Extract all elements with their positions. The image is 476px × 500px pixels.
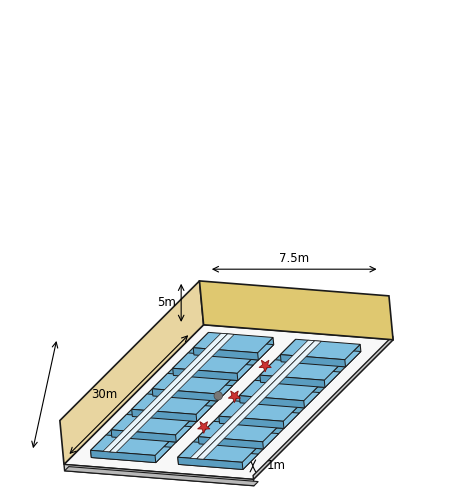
Polygon shape bbox=[178, 457, 242, 469]
Polygon shape bbox=[172, 353, 252, 374]
Text: 7.5m: 7.5m bbox=[278, 252, 308, 264]
Polygon shape bbox=[190, 340, 308, 466]
Polygon shape bbox=[199, 281, 392, 340]
Polygon shape bbox=[90, 435, 170, 456]
Polygon shape bbox=[132, 401, 212, 421]
Polygon shape bbox=[253, 336, 392, 480]
Polygon shape bbox=[259, 375, 324, 388]
Text: 5m: 5m bbox=[157, 296, 175, 310]
Polygon shape bbox=[111, 430, 176, 442]
Polygon shape bbox=[64, 466, 258, 485]
Polygon shape bbox=[131, 410, 197, 422]
Polygon shape bbox=[259, 360, 339, 380]
Polygon shape bbox=[152, 380, 232, 401]
Polygon shape bbox=[60, 281, 203, 464]
Polygon shape bbox=[193, 332, 272, 353]
Polygon shape bbox=[239, 396, 304, 408]
Polygon shape bbox=[155, 338, 273, 462]
Polygon shape bbox=[131, 394, 211, 414]
Polygon shape bbox=[109, 334, 234, 452]
Polygon shape bbox=[228, 391, 240, 402]
Polygon shape bbox=[219, 408, 298, 428]
Polygon shape bbox=[90, 450, 155, 462]
Polygon shape bbox=[178, 442, 257, 462]
Polygon shape bbox=[178, 449, 258, 469]
Polygon shape bbox=[194, 340, 273, 360]
Polygon shape bbox=[196, 340, 321, 459]
Polygon shape bbox=[178, 340, 296, 464]
Polygon shape bbox=[172, 368, 238, 380]
Polygon shape bbox=[218, 416, 283, 428]
Polygon shape bbox=[197, 422, 209, 434]
Polygon shape bbox=[242, 344, 360, 470]
Text: 1m: 1m bbox=[266, 460, 285, 472]
Polygon shape bbox=[173, 360, 253, 380]
Polygon shape bbox=[239, 388, 319, 408]
Polygon shape bbox=[190, 340, 314, 458]
Polygon shape bbox=[239, 380, 318, 400]
Polygon shape bbox=[280, 346, 360, 367]
Polygon shape bbox=[109, 334, 228, 459]
Polygon shape bbox=[258, 360, 271, 372]
Polygon shape bbox=[91, 442, 171, 462]
Polygon shape bbox=[152, 389, 217, 401]
Polygon shape bbox=[103, 334, 227, 452]
Polygon shape bbox=[111, 422, 191, 442]
Polygon shape bbox=[64, 464, 254, 485]
Polygon shape bbox=[198, 428, 278, 449]
Polygon shape bbox=[152, 374, 231, 394]
Polygon shape bbox=[111, 414, 190, 435]
Polygon shape bbox=[103, 334, 221, 458]
Polygon shape bbox=[280, 354, 345, 367]
Polygon shape bbox=[198, 422, 278, 442]
Text: 30m: 30m bbox=[90, 388, 117, 401]
Polygon shape bbox=[90, 332, 209, 458]
Polygon shape bbox=[196, 340, 315, 466]
Circle shape bbox=[214, 392, 222, 400]
Polygon shape bbox=[193, 348, 258, 360]
Polygon shape bbox=[218, 401, 298, 421]
Polygon shape bbox=[260, 367, 339, 388]
Polygon shape bbox=[280, 340, 359, 359]
Polygon shape bbox=[64, 325, 392, 480]
Polygon shape bbox=[198, 436, 263, 449]
